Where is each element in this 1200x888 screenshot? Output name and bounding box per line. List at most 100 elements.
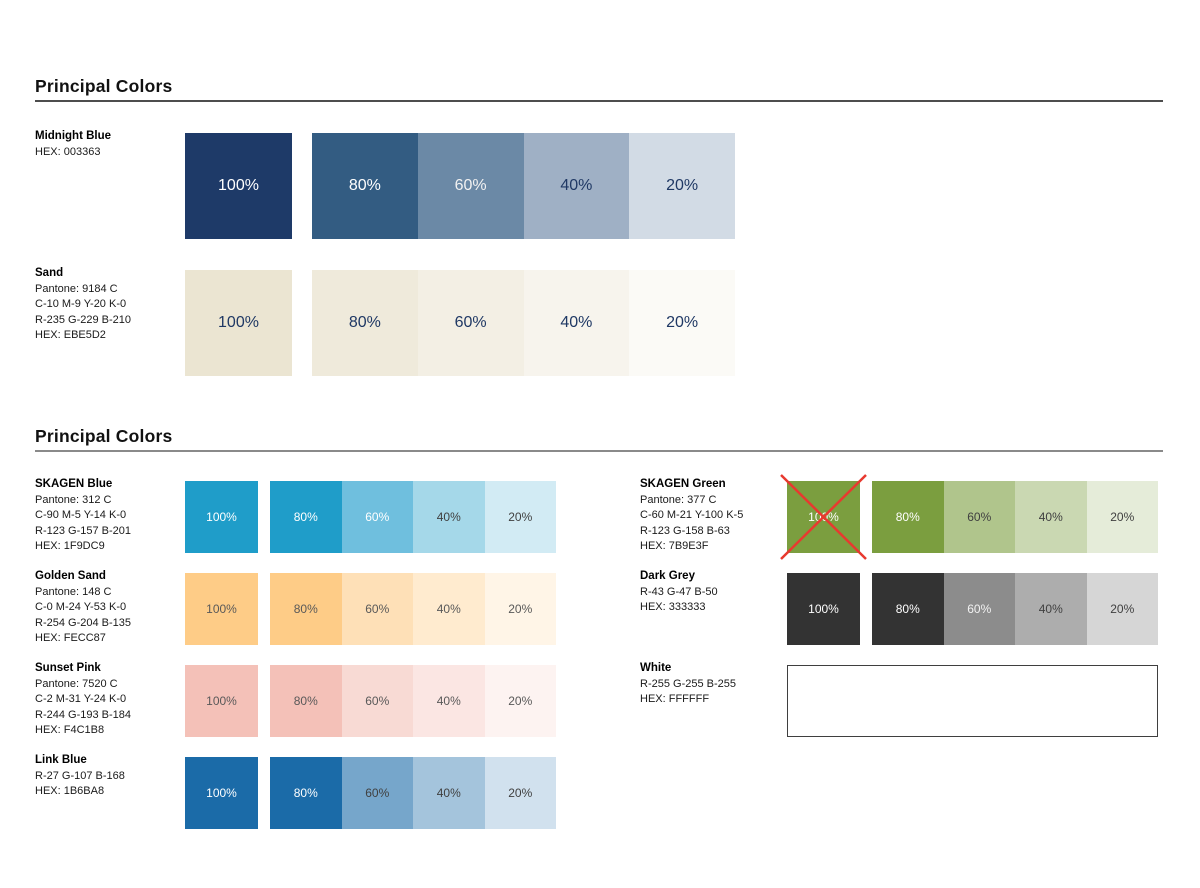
color-name: Golden Sand [35, 570, 106, 582]
color-detail: HEX: 333333 [640, 601, 706, 613]
swatch-20: 20% [1086, 481, 1158, 553]
tint-strip: 80% 60% 40% 20% [872, 573, 1158, 645]
color-detail: HEX: 1B6BA8 [35, 785, 105, 797]
swatch-20: 20% [484, 481, 556, 553]
swatch-20: 20% [484, 665, 556, 737]
heading-rule [35, 450, 1163, 452]
color-detail: C-10 M-9 Y-20 K-0 [35, 298, 127, 310]
swatch-20: 20% [484, 573, 556, 645]
swatch-80: 80% [872, 481, 944, 553]
swatch-80: 80% [872, 573, 944, 645]
color-detail: R-244 G-193 B-184 [35, 708, 131, 721]
color-row-sand: Sand Pantone: 9184 C C-10 M-9 Y-20 K-0 R… [0, 266, 1200, 376]
color-row-white: White R-255 G-255 B-255 HEX: FFFFFF [0, 661, 1200, 771]
swatch-100: 100% [185, 573, 258, 645]
swatch-80: 80% [270, 481, 342, 553]
tint-strip: 80% 60% 40% 20% [312, 133, 735, 239]
swatch-100: 100% [787, 573, 860, 645]
color-row-golden-sand: Golden Sand Pantone: 148 C C-0 M-24 Y-53… [0, 569, 1200, 679]
swatch-80: 80% [270, 757, 342, 829]
color-info: Golden Sand Pantone: 148 C C-0 M-24 Y-53… [35, 569, 185, 647]
swatch-20: 20% [484, 757, 556, 829]
color-detail: HEX: FECC87 [35, 632, 106, 644]
color-detail: HEX: F4C1B8 [35, 724, 105, 736]
tint-strip: 80% 60% 40% 20% [270, 573, 556, 645]
swatch-100: 100% [185, 757, 258, 829]
color-row-dark-grey: Dark Grey R-43 G-47 B-50 HEX: 333333 100… [0, 569, 1200, 679]
tint-strip: 80% 60% 40% 20% [270, 481, 556, 553]
color-row-midnight-blue: Midnight Blue HEX: 003363 100% 80% 60% 4… [0, 129, 1200, 239]
tint-strip: 80% 60% 40% 20% [270, 757, 556, 829]
swatch-40: 40% [413, 573, 485, 645]
color-name: Sand [35, 267, 64, 279]
color-detail: Pantone: 148 C [35, 585, 112, 598]
color-detail: R-255 G-255 B-255 [640, 677, 736, 690]
swatch-40: 40% [413, 757, 485, 829]
color-name: Link Blue [35, 754, 87, 766]
swatch-60: 60% [417, 133, 524, 239]
color-detail: R-123 G-157 B-201 [35, 524, 131, 537]
color-detail: Pantone: 312 C [35, 493, 112, 506]
color-detail: Pantone: 7520 C [35, 677, 118, 690]
color-detail: C-0 M-24 Y-53 K-0 [35, 601, 127, 613]
color-name: White [640, 662, 672, 674]
color-row-sunset-pink: Sunset Pink Pantone: 7520 C C-2 M-31 Y-2… [0, 661, 1200, 771]
color-info: Dark Grey R-43 G-47 B-50 HEX: 333333 [640, 569, 790, 616]
color-name: Midnight Blue [35, 130, 112, 142]
color-info: White R-255 G-255 B-255 HEX: FFFFFF [640, 661, 790, 708]
section-heading: Principal Colors [35, 76, 173, 96]
color-detail: HEX: 003363 [35, 145, 101, 158]
swatch-40: 40% [413, 481, 485, 553]
color-name: SKAGEN Green [640, 478, 726, 490]
swatch-80: 80% [270, 573, 342, 645]
color-info: SKAGEN Green Pantone: 377 C C-60 M-21 Y-… [640, 477, 790, 555]
swatch-100: 100% [185, 665, 258, 737]
color-info: SKAGEN Blue Pantone: 312 C C-90 M-5 Y-14… [35, 477, 185, 555]
swatch-60: 60% [341, 573, 413, 645]
color-name: SKAGEN Blue [35, 478, 113, 490]
swatch-40: 40% [523, 270, 630, 376]
color-detail: R-254 G-204 B-135 [35, 616, 131, 629]
color-detail: R-123 G-158 B-63 [640, 524, 730, 537]
swatch-100: 100% [185, 133, 292, 239]
swatch-20: 20% [629, 133, 735, 239]
color-info: Link Blue R-27 G-107 B-168 HEX: 1B6BA8 [35, 753, 185, 800]
swatch-60: 60% [341, 757, 413, 829]
color-info: Midnight Blue HEX: 003363 [35, 129, 185, 160]
color-detail: HEX: 7B9E3F [640, 540, 709, 552]
swatch-60: 60% [417, 270, 524, 376]
tint-strip: 80% 60% 40% 20% [270, 665, 556, 737]
swatch-60: 60% [943, 481, 1015, 553]
swatch-40: 40% [523, 133, 630, 239]
color-detail: R-43 G-47 B-50 [640, 585, 718, 598]
swatch-80: 80% [270, 665, 342, 737]
color-detail: C-2 M-31 Y-24 K-0 [35, 693, 127, 705]
swatch-20: 20% [1086, 573, 1158, 645]
color-detail: C-90 M-5 Y-14 K-0 [35, 509, 127, 521]
color-name: Sunset Pink [35, 662, 101, 674]
heading-rule [35, 100, 1163, 102]
white-swatch [787, 665, 1158, 737]
swatch-40: 40% [1015, 573, 1087, 645]
swatch-60: 60% [943, 573, 1015, 645]
swatch-40: 40% [1015, 481, 1087, 553]
color-detail: Pantone: 377 C [640, 493, 717, 506]
red-cross-icon [780, 474, 867, 560]
swatch-100: 100% [185, 481, 258, 553]
swatch-80: 80% [312, 133, 418, 239]
color-row-skagen-blue: SKAGEN Blue Pantone: 312 C C-90 M-5 Y-14… [0, 477, 1200, 587]
color-info: Sand Pantone: 9184 C C-10 M-9 Y-20 K-0 R… [35, 266, 185, 344]
swatch-60: 60% [341, 481, 413, 553]
swatch-60: 60% [341, 665, 413, 737]
color-name: Dark Grey [640, 570, 695, 582]
color-detail: HEX: 1F9DC9 [35, 540, 105, 552]
swatch-100: 100% [185, 270, 292, 376]
swatch-80: 80% [312, 270, 418, 376]
tint-strip: 80% 60% 40% 20% [312, 270, 735, 376]
color-detail: HEX: FFFFFF [640, 693, 710, 705]
section-heading: Principal Colors [35, 426, 173, 446]
color-detail: R-235 G-229 B-210 [35, 313, 131, 326]
color-row-link-blue: Link Blue R-27 G-107 B-168 HEX: 1B6BA8 1… [0, 753, 1200, 863]
color-detail: HEX: EBE5D2 [35, 329, 106, 341]
